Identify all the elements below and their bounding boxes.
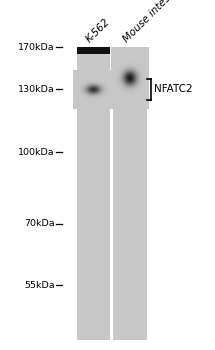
Text: K-562: K-562 (84, 16, 112, 44)
Bar (114, 47, 147, 340)
Text: 70kDa: 70kDa (24, 219, 55, 229)
Bar (77, 47, 110, 340)
Text: Mouse intestine: Mouse intestine (121, 0, 186, 44)
Text: 170kDa: 170kDa (18, 43, 55, 52)
Text: 100kDa: 100kDa (18, 148, 55, 157)
Bar (114, 47, 147, 54)
Text: 130kDa: 130kDa (18, 85, 55, 94)
Text: NFATC2: NFATC2 (154, 84, 193, 94)
Bar (77, 47, 110, 54)
Text: 55kDa: 55kDa (24, 281, 55, 290)
